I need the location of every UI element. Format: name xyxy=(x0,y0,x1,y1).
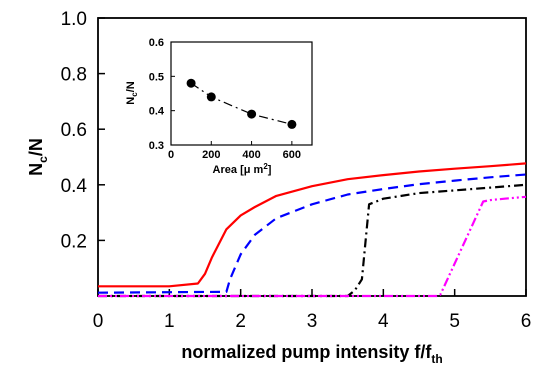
inset-data-point xyxy=(247,109,257,119)
inset-x-tick-label: 0 xyxy=(168,149,174,161)
inset-axes: 0 200 400 600 0.3 0.4 0.5 0.6 xyxy=(149,37,301,161)
main-axes: 0 1 2 3 4 5 6 0.2 0.4 0.6 0.8 1.0 xyxy=(61,9,532,332)
main-y-tick-label: 1.0 xyxy=(61,9,87,30)
main-series-group xyxy=(97,162,527,298)
main-x-tick-label: 5 xyxy=(449,311,460,332)
inset-plot-frame xyxy=(170,41,313,146)
inset-x-axis-label: Area [μ m2] xyxy=(213,162,272,176)
inset-x-tick-label: 600 xyxy=(283,149,301,161)
main-x-tick-label: 3 xyxy=(307,311,318,332)
main-series-line-1 xyxy=(98,162,527,288)
main-y-axis-label: Nc/N xyxy=(26,138,50,176)
main-series-line-4 xyxy=(98,195,527,298)
main-x-tick-label: 4 xyxy=(378,311,389,332)
main-x-tick-label: 1 xyxy=(164,311,175,332)
main-series-line-2 xyxy=(97,173,527,294)
inset-data-point xyxy=(186,78,196,88)
main-y-tick-label: 0.6 xyxy=(61,120,87,141)
inset-y-tick-label: 0.3 xyxy=(149,140,164,152)
main-y-tick-label: 0.4 xyxy=(61,176,88,197)
main-x-axis-label: normalized pump intensity f/fth xyxy=(181,342,442,366)
inset-series-line xyxy=(190,82,293,125)
main-y-tick-label: 0.2 xyxy=(61,231,87,252)
main-x-tick-label: 6 xyxy=(521,311,532,332)
inset-series-group xyxy=(186,78,297,129)
inset-x-tick-label: 200 xyxy=(202,149,220,161)
inset-y-tick-label: 0.5 xyxy=(149,71,164,83)
inset-y-tick-label: 0.4 xyxy=(149,106,165,118)
main-x-tick-label: 0 xyxy=(93,311,104,332)
main-series-line-3 xyxy=(98,183,527,298)
inset-data-point xyxy=(287,119,297,129)
inset-y-axis-label: Nc/N xyxy=(125,81,139,104)
inset-x-tick-label: 400 xyxy=(242,149,260,161)
main-y-tick-label: 0.8 xyxy=(61,65,87,86)
main-x-tick-label: 2 xyxy=(235,311,246,332)
inset-data-point xyxy=(206,92,216,102)
inset-y-tick-label: 0.6 xyxy=(149,37,164,49)
